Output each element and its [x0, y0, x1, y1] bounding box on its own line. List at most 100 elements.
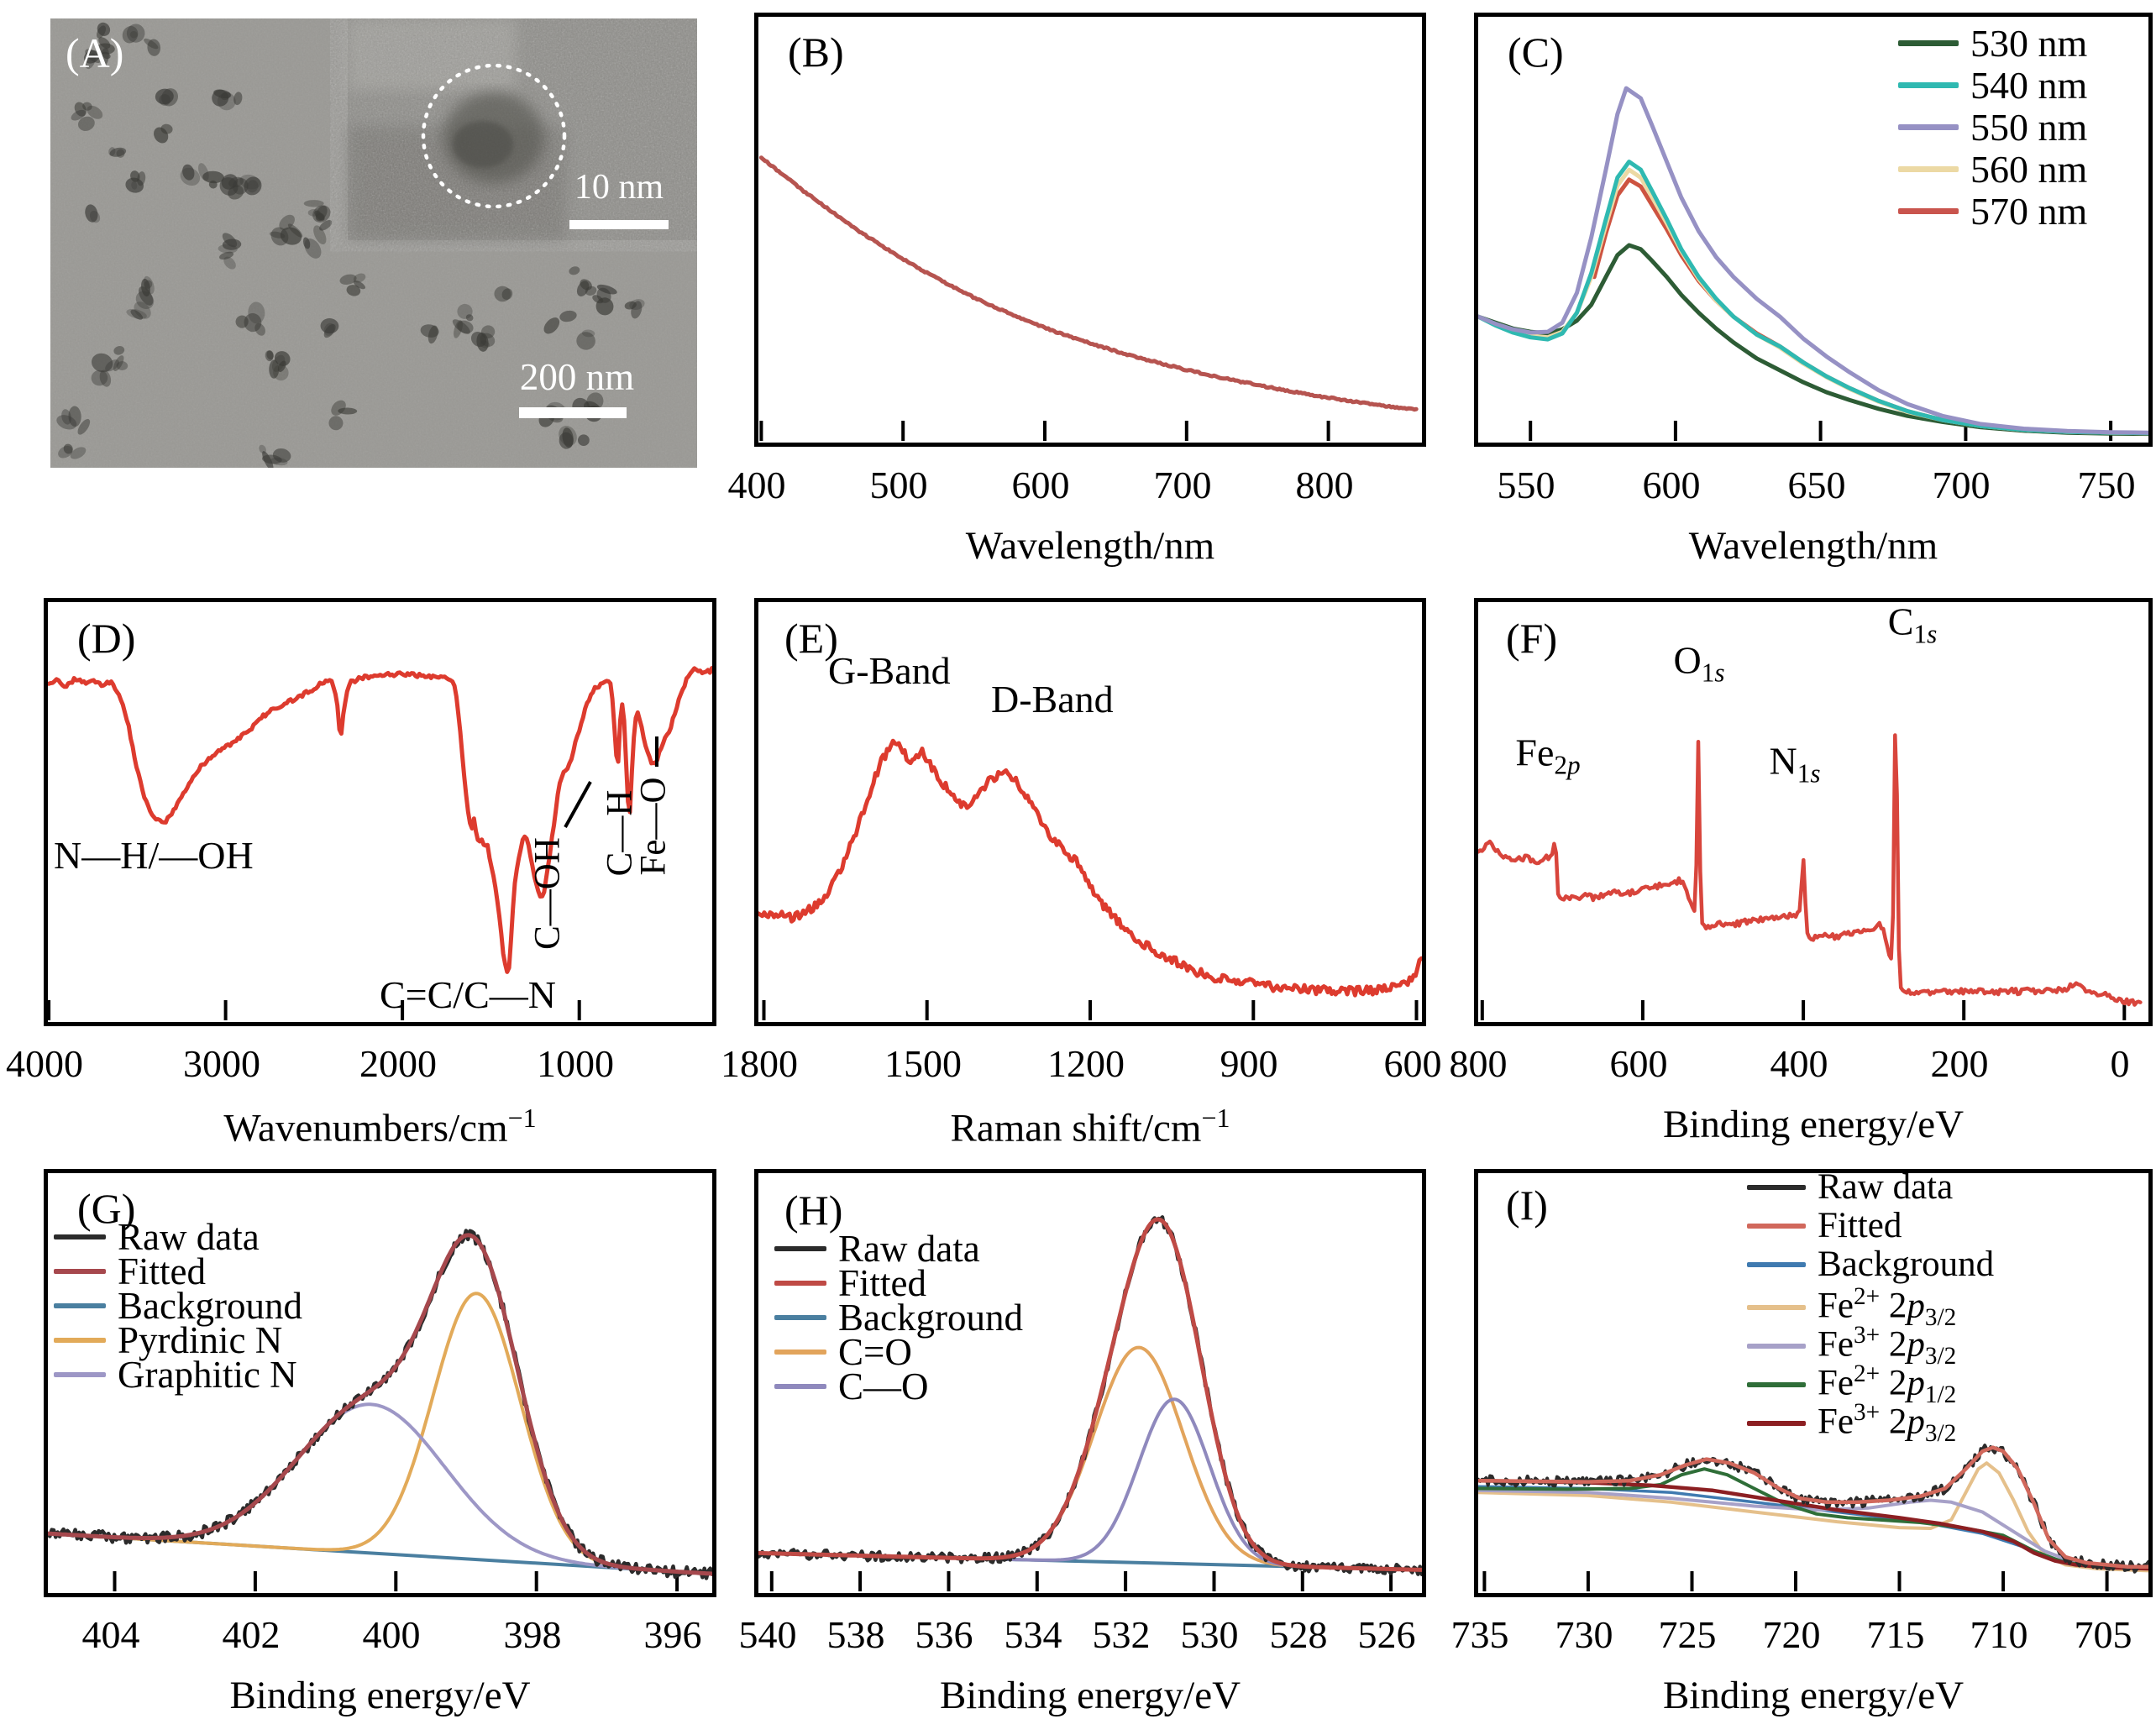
tem-blob: [244, 312, 262, 333]
legend-label: Raw data: [838, 1227, 980, 1270]
tick-label: 400: [362, 1613, 421, 1656]
tick-label: 4000: [6, 1042, 83, 1085]
tem-blob: [182, 164, 195, 181]
tem-blob: [92, 353, 113, 373]
tem-inset: [348, 18, 697, 240]
particle-outline-dotted-circle: [421, 63, 567, 209]
tick-label: 396: [643, 1613, 702, 1656]
tick-label: 710: [1970, 1613, 2028, 1656]
plot-area-F: [1474, 598, 2153, 1026]
series-540-nm: [1478, 160, 2148, 436]
tick-label: 3000: [183, 1042, 260, 1085]
tem-blob: [339, 274, 357, 285]
tem-blob: [99, 369, 112, 387]
legend-item: C=O: [774, 1333, 912, 1371]
tem-blob: [494, 286, 511, 302]
tem-blob: [219, 177, 239, 196]
panel-C: (C) 530 nm 540 nm 550 nm 560 nm 570 nm 550 60…: [1474, 13, 2153, 600]
legend-item: 540 nm: [1898, 66, 2087, 105]
plot-area-D: [44, 598, 716, 1026]
tem-blob: [265, 350, 274, 362]
legend-item: Fe2+ 2p1/2: [1747, 1360, 1957, 1408]
legend-swatch: [1747, 1382, 1806, 1388]
tem-blob: [302, 237, 311, 249]
tem-blob: [130, 309, 144, 320]
tick-label: 800: [1295, 464, 1354, 506]
legend-item: Fitted: [54, 1252, 206, 1291]
x-axis-title-G: Binding energy/eV: [229, 1674, 531, 1717]
inset-scalebar-label: 10 nm: [574, 168, 664, 207]
legend-C: 530 nm 540 nm 550 nm 560 nm 570 nm: [1474, 13, 2153, 600]
tem-blob: [198, 163, 209, 181]
tem-blob: [130, 170, 140, 182]
legend-item: Fe3+ 2p3/2: [1747, 1399, 1957, 1447]
legend-label: Fe2+ 2p3/2: [1818, 1283, 1957, 1331]
legend-item: Pyrdinic N: [54, 1318, 283, 1361]
panel-letter: (A): [66, 29, 124, 76]
tick-label: 0: [2110, 1042, 2130, 1085]
tem-blob: [576, 332, 595, 350]
legend-label: Background: [1818, 1245, 1995, 1285]
tick-label: 800: [1449, 1042, 1508, 1085]
tem-blob: [202, 170, 224, 184]
series-fitted: [1478, 1445, 2148, 1569]
legend-label: Graphitic N: [118, 1353, 297, 1396]
chart-G-n1s: [48, 1229, 712, 1591]
tem-blob: [323, 322, 335, 336]
tem-blob: [346, 285, 361, 296]
panel-letter: (D): [77, 615, 136, 662]
annotation-g-band: G-Band: [828, 649, 951, 692]
legend-label: Fe2+ 2p1/2: [1818, 1360, 1957, 1408]
tem-blob: [71, 109, 86, 121]
legend-label: Fe3+ 2p3/2: [1818, 1399, 1957, 1447]
legend-swatch: [1747, 1344, 1806, 1350]
legend-label: 550 nm: [1970, 105, 2088, 149]
tem-blob: [147, 39, 161, 56]
tick-label: 530: [1180, 1613, 1239, 1656]
legend-swatch: [1898, 208, 1959, 215]
tick-label: 528: [1269, 1613, 1328, 1656]
x-axis-ticks-E: 1800 1500 1200 900 600: [721, 1042, 1442, 1092]
legend-swatch: [1747, 1421, 1806, 1427]
tick-label: 900: [1220, 1042, 1278, 1085]
x-axis-title-F: Binding energy/eV: [1662, 1103, 1965, 1146]
annotation-fe-o: Fe—O: [633, 777, 674, 876]
legend-item: Raw data: [1747, 1169, 1953, 1205]
annotation-c-h: C—H: [600, 789, 640, 877]
tem-blob: [543, 317, 560, 334]
tem-blob: [269, 359, 280, 379]
tick-label: 534: [1004, 1613, 1062, 1656]
series-survey: [1478, 733, 2143, 1007]
plot-area-G: [44, 1169, 716, 1597]
legend-item: Fe3+ 2p3/2: [1747, 1323, 1956, 1369]
tick-label: 532: [1092, 1613, 1151, 1656]
main-scalebar: [519, 407, 627, 418]
legend-G: Raw data Fitted Background Pyrdinic N Graphi…: [44, 1169, 716, 1719]
panel-D: (D) N—H/—OH C=C/C—N C—OH C—H Fe—O 4000 30…: [6, 598, 716, 1186]
tem-blob: [581, 329, 595, 338]
tem-blob: [144, 280, 153, 289]
x-axis-title-B: Wavelength/nm: [965, 524, 1215, 568]
inset-scalebar: [569, 220, 669, 229]
x-axis-ticks-G: 404 402 400 398 396: [44, 1616, 716, 1663]
tem-blob: [274, 351, 291, 366]
legend-swatch: [774, 1281, 826, 1287]
panel-F: (F) Fe2p O1s N1s C1s 800 600 400 200 0 Bindi…: [1450, 598, 2153, 1186]
tem-blob: [63, 443, 73, 454]
tem-blob: [105, 359, 119, 372]
tem-blob: [452, 319, 470, 334]
legend-label: Pyrdinic N: [118, 1318, 283, 1361]
legend-item: Background: [54, 1287, 302, 1325]
tem-blob: [116, 361, 129, 370]
tem-blob: [312, 205, 331, 223]
x-axis-ticks-D: 4000 3000 2000 1000: [6, 1042, 716, 1092]
tem-blob: [313, 225, 327, 244]
legend-label: Fitted: [838, 1261, 927, 1304]
panel-B: (B) 400 500 600 700 800 Wavelength/nm: [728, 13, 1426, 600]
legend-swatch: [54, 1234, 106, 1240]
legend-item: 560 nm: [1898, 149, 2087, 189]
tem-blob: [85, 204, 98, 223]
tick-label: 540: [738, 1613, 797, 1656]
x-axis-ticks-I: 735 730 725 720 715 710 705: [1451, 1613, 2153, 1663]
tem-blob: [595, 297, 614, 316]
